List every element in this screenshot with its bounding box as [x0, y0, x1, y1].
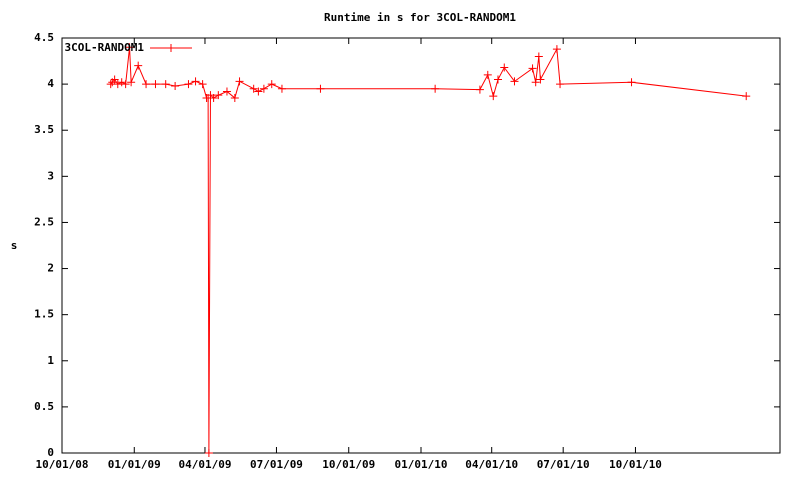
x-tick-label: 07/01/09	[250, 458, 303, 471]
x-tick-label: 04/01/09	[178, 458, 231, 471]
point-marker	[259, 84, 268, 93]
chart-title: Runtime in s for 3COL-RANDOM1	[324, 11, 516, 24]
point-marker	[117, 78, 126, 87]
y-axis-label: s	[11, 239, 18, 252]
x-tick-label: 01/01/09	[108, 458, 161, 471]
y-tick-label: 3.5	[34, 123, 54, 136]
point-marker	[209, 93, 218, 102]
point-marker	[134, 61, 143, 70]
legend-marker	[167, 44, 175, 52]
y-tick-label: 1	[47, 354, 54, 367]
point-marker	[510, 77, 519, 86]
point-marker	[534, 52, 543, 61]
point-marker	[235, 77, 244, 86]
legend-label: 3COL-RANDOM1	[65, 41, 145, 54]
point-marker	[475, 85, 484, 94]
point-marker	[556, 80, 565, 89]
point-marker	[106, 80, 115, 89]
point-marker	[483, 70, 492, 79]
point-marker	[198, 80, 207, 89]
y-tick-label: 4.5	[34, 31, 54, 44]
x-tick-label: 10/01/09	[322, 458, 375, 471]
point-marker	[110, 75, 119, 84]
y-tick-label: 0.5	[34, 400, 54, 413]
point-marker	[161, 80, 170, 89]
point-marker	[142, 80, 151, 89]
point-marker	[528, 64, 537, 73]
point-marker	[489, 92, 498, 101]
point-marker	[531, 78, 540, 87]
point-marker	[184, 80, 193, 89]
point-marker	[431, 84, 440, 93]
series-line	[110, 47, 747, 454]
point-marker	[552, 45, 561, 54]
point-marker	[121, 80, 130, 89]
point-marker	[500, 63, 509, 72]
point-marker	[113, 80, 122, 89]
point-marker	[127, 78, 136, 87]
point-marker	[493, 75, 502, 84]
point-marker	[627, 78, 636, 87]
y-tick-label: 2.5	[34, 215, 54, 228]
point-marker	[171, 81, 180, 90]
point-marker	[151, 80, 160, 89]
y-tick-label: 3	[47, 169, 54, 182]
point-marker	[742, 92, 751, 101]
x-tick-label: 10/01/08	[36, 458, 89, 471]
point-marker	[214, 91, 223, 100]
plot-frame	[61, 37, 781, 454]
point-marker	[230, 93, 239, 102]
point-marker	[254, 87, 263, 96]
x-tick-label: 04/01/10	[465, 458, 518, 471]
point-marker	[222, 87, 231, 96]
x-tick-label: 10/01/10	[609, 458, 662, 471]
point-marker	[536, 75, 545, 84]
point-marker	[125, 43, 134, 52]
point-marker	[191, 77, 200, 86]
x-tick-label: 07/01/10	[537, 458, 590, 471]
x-tick-label: 01/01/10	[395, 458, 448, 471]
y-tick-label: 1.5	[34, 308, 54, 321]
y-tick-label: 2	[47, 262, 54, 275]
y-tick-label: 0	[47, 446, 54, 459]
point-marker	[316, 84, 325, 93]
y-tick-label: 4	[47, 77, 54, 90]
point-marker	[249, 84, 258, 93]
point-marker	[277, 84, 286, 93]
point-marker	[204, 449, 213, 457]
point-marker	[267, 80, 276, 89]
